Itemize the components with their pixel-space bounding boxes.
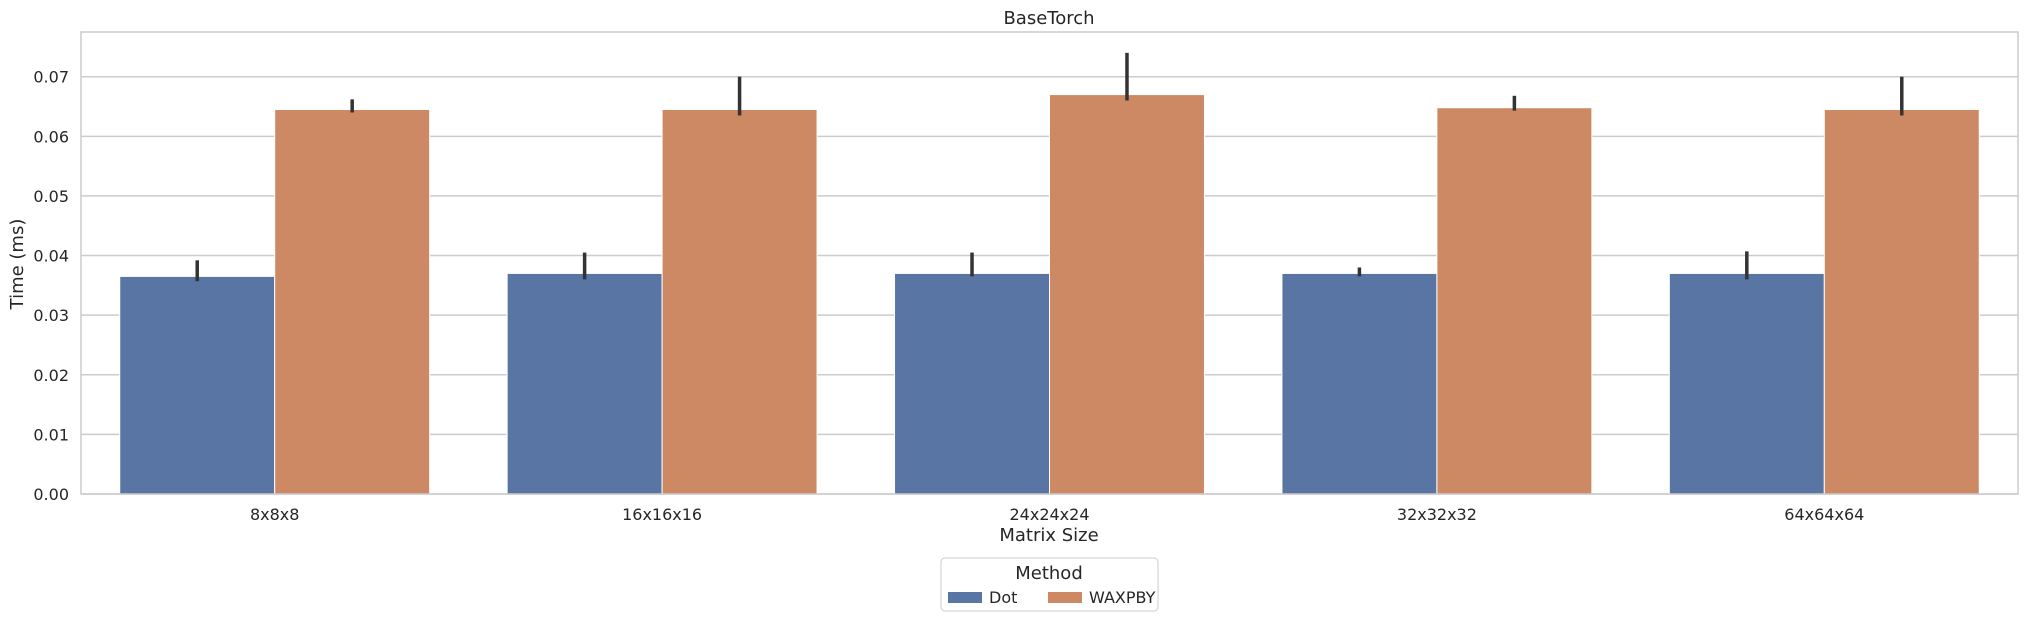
y-tick-label: 0.01 bbox=[33, 425, 69, 444]
legend: Method Dot WAXPBY bbox=[940, 557, 1159, 612]
x-tick-labels: 8x8x8 16x16x16 24x24x24 32x32x32 64x64x64 bbox=[250, 505, 1864, 524]
legend-label-dot: Dot bbox=[989, 588, 1017, 607]
bar-waxpby bbox=[1436, 107, 1593, 495]
x-tick-label: 32x32x32 bbox=[1397, 505, 1477, 524]
x-tick-label: 24x24x24 bbox=[1009, 505, 1089, 524]
x-tick-label: 8x8x8 bbox=[250, 505, 299, 524]
bar-dot bbox=[506, 272, 663, 495]
y-tick-label: 0.05 bbox=[33, 187, 69, 206]
y-tick-label: 0.03 bbox=[33, 306, 69, 325]
bar-waxpby bbox=[661, 108, 818, 495]
legend-swatch-waxpby bbox=[1048, 592, 1082, 603]
y-tick-labels: 0.00 0.01 0.02 0.03 0.04 0.05 0.06 0.07 bbox=[33, 68, 69, 504]
bar-dot bbox=[1668, 272, 1825, 495]
bar-waxpby bbox=[1823, 108, 1980, 495]
y-tick-label: 0.00 bbox=[33, 485, 69, 504]
bars bbox=[119, 94, 1980, 495]
y-tick-label: 0.02 bbox=[33, 366, 69, 385]
legend-frame bbox=[940, 557, 1159, 612]
bar-dot bbox=[1281, 272, 1438, 495]
axes-frame bbox=[80, 31, 2019, 495]
legend-swatch-dot bbox=[948, 592, 982, 603]
bar-dot bbox=[894, 272, 1050, 495]
x-tick-label: 64x64x64 bbox=[1784, 505, 1864, 524]
error-bars bbox=[195, 52, 1904, 282]
x-axis-title: Matrix Size bbox=[999, 525, 1098, 546]
bar-waxpby bbox=[274, 108, 431, 495]
y-tick-label: 0.07 bbox=[33, 68, 69, 87]
y-tick-label: 0.04 bbox=[33, 247, 69, 266]
y-tick-label: 0.06 bbox=[33, 127, 69, 146]
bar-dot bbox=[119, 275, 276, 495]
chart-title: BaseTorch bbox=[1003, 8, 1094, 29]
bar-waxpby bbox=[1049, 94, 1205, 495]
y-axis-title: Time (ms) bbox=[7, 219, 28, 311]
legend-label-waxpby: WAXPBY bbox=[1089, 588, 1156, 607]
x-tick-label: 16x16x16 bbox=[622, 505, 702, 524]
legend-title: Method bbox=[1015, 563, 1083, 584]
